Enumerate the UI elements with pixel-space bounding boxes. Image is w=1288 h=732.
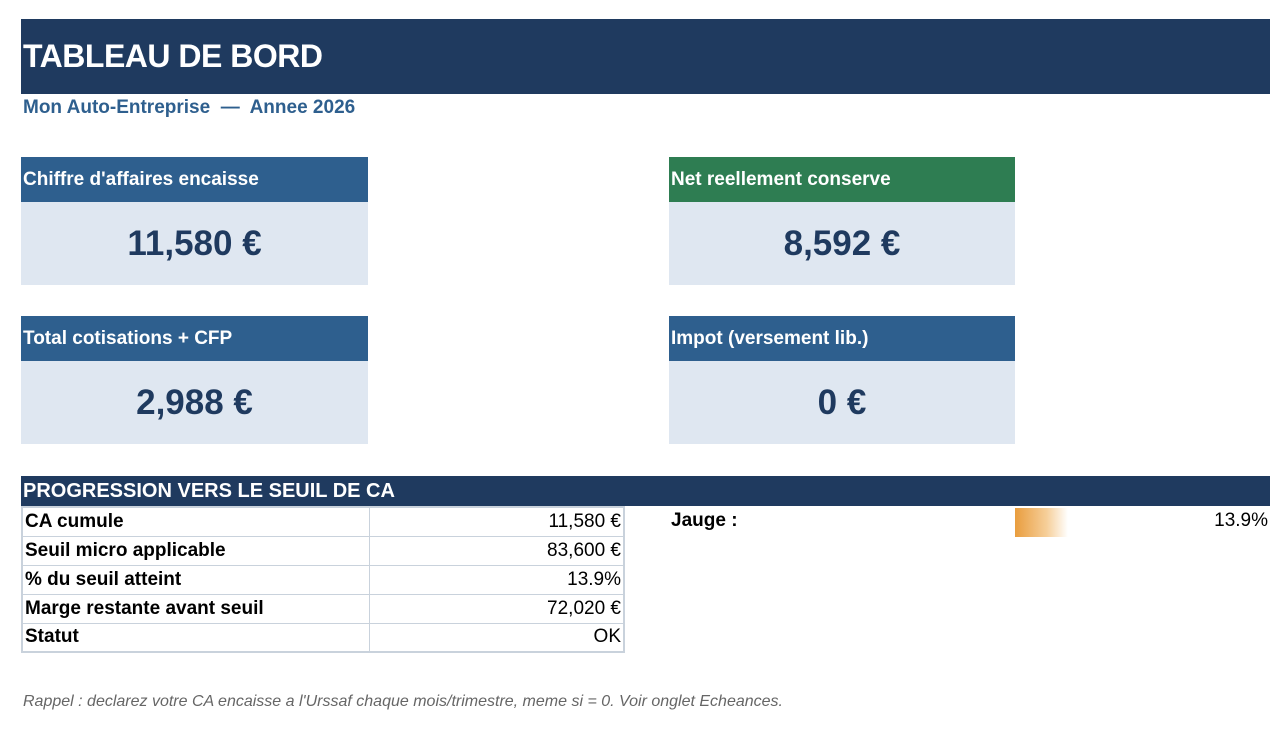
card-value: 11,580 €	[21, 202, 368, 285]
progression-table: CA cumule 11,580 € Seuil micro applicabl…	[21, 506, 625, 653]
card-value: 2,988 €	[21, 361, 368, 444]
gauge-fill	[1015, 508, 1069, 537]
row-label[interactable]: % du seuil atteint	[21, 564, 370, 595]
card-label: Total cotisations + CFP	[21, 316, 368, 361]
card-value: 0 €	[669, 361, 1015, 444]
reminder-note: Rappel : declarez votre CA encaisse a l'…	[23, 693, 783, 710]
gauge-label: Jauge :	[671, 510, 738, 531]
card-net-conserve: Net reellement conserve 8,592 €	[669, 157, 1015, 285]
dashboard-title-bar: TABLEAU DE BORD	[21, 19, 1270, 94]
row-label[interactable]: CA cumule	[21, 506, 370, 537]
progression-section-title: PROGRESSION VERS LE SEUIL DE CA	[21, 476, 1270, 506]
card-label: Net reellement conserve	[669, 157, 1015, 202]
card-impot: Impot (versement lib.) 0 €	[669, 316, 1015, 444]
row-value[interactable]: 13.9%	[368, 564, 625, 595]
table-row: Statut OK	[21, 622, 625, 653]
table-row: % du seuil atteint 13.9%	[21, 564, 625, 595]
row-label[interactable]: Seuil micro applicable	[21, 535, 370, 566]
row-value[interactable]: 83,600 €	[368, 535, 625, 566]
row-value[interactable]: OK	[368, 622, 625, 653]
table-row: Seuil micro applicable 83,600 €	[21, 535, 625, 566]
row-label[interactable]: Marge restante avant seuil	[21, 593, 370, 624]
card-label: Impot (versement lib.)	[669, 316, 1015, 361]
row-label[interactable]: Statut	[21, 622, 370, 653]
table-row: CA cumule 11,580 €	[21, 506, 625, 537]
row-value[interactable]: 72,020 €	[368, 593, 625, 624]
card-value: 8,592 €	[669, 202, 1015, 285]
table-row: Marge restante avant seuil 72,020 €	[21, 593, 625, 624]
gauge-percent: 13.9%	[1214, 510, 1268, 531]
page-title: TABLEAU DE BORD	[23, 38, 323, 74]
row-value[interactable]: 11,580 €	[368, 506, 625, 537]
card-label: Chiffre d'affaires encaisse	[21, 157, 368, 202]
card-chiffre-affaires: Chiffre d'affaires encaisse 11,580 €	[21, 157, 368, 285]
gauge-bar	[1015, 508, 1268, 537]
card-cotisations: Total cotisations + CFP 2,988 €	[21, 316, 368, 444]
page-subtitle: Mon Auto-Entreprise — Annee 2026	[23, 97, 356, 118]
